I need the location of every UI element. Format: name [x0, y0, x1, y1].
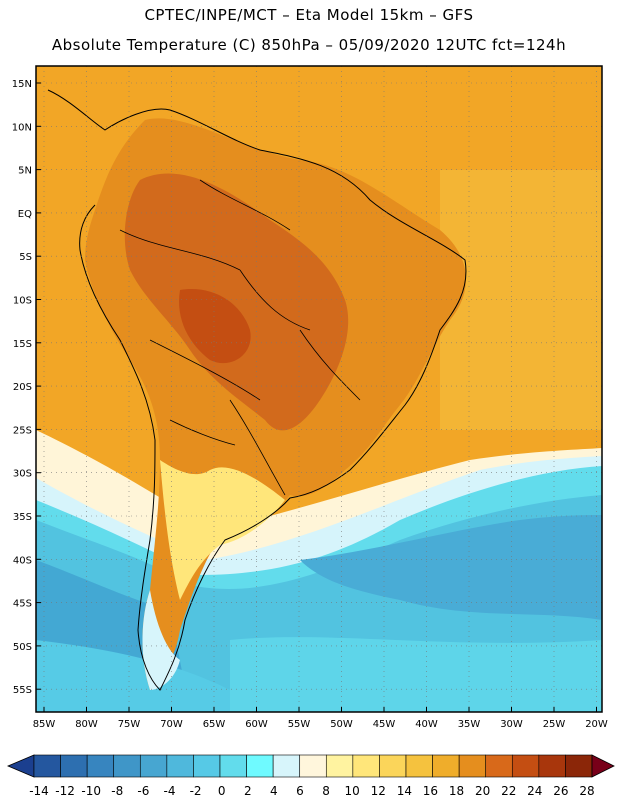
colorbar-label: 28 — [579, 784, 594, 798]
field-band-southeast — [230, 637, 602, 712]
colorbar-swatch — [60, 754, 88, 778]
lat-label: 45S — [13, 599, 32, 610]
colorbar-swatch — [193, 754, 221, 778]
lat-label: 5S — [19, 252, 32, 263]
lat-label: 10N — [12, 122, 32, 133]
lon-label: 75W — [118, 719, 141, 730]
colorbar-swatch — [458, 754, 487, 778]
field-band-south — [36, 640, 230, 712]
colorbar-label: -14 — [29, 784, 49, 798]
lat-label: 15N — [12, 79, 32, 90]
colorbar-arrow-right — [591, 754, 615, 778]
colorbar-swatch — [511, 754, 540, 778]
colorbar-arrow-left — [6, 754, 35, 778]
colorbar-swatch — [299, 754, 327, 778]
colorbar-swatches — [6, 754, 615, 778]
lon-label: 20W — [585, 719, 608, 730]
colorbar-label: -10 — [81, 784, 101, 798]
colorbar-label: 12 — [371, 784, 386, 798]
colorbar-label: 8 — [322, 784, 330, 798]
colorbar-label: 16 — [423, 784, 438, 798]
lat-label: EQ — [18, 209, 32, 220]
colorbar-swatch — [113, 754, 141, 778]
colorbar-labels: -14 -12 -10 -8 -6 -4 -2 0 2 4 6 8 10 12 14 16 18 20 22 24 26… — [29, 784, 594, 798]
longitude-labels: 85W 80W 75W 70W 65W 60W 55W 50W 45W 40W 35W 30W 25W 2… — [33, 707, 608, 730]
map-frame — [35, 65, 603, 713]
lat-label: 40S — [13, 555, 32, 566]
field-ocean-warm — [440, 170, 602, 430]
colorbar-swatch — [538, 754, 566, 778]
colorbar-swatch — [405, 754, 433, 778]
temperature-field — [36, 66, 602, 712]
colorbar-swatch — [432, 754, 460, 778]
lat-label: 30S — [13, 469, 32, 480]
colorbar-swatch — [565, 754, 593, 778]
colorbar-swatch — [139, 754, 168, 778]
continent-hot — [124, 173, 349, 431]
colorbar-swatch — [86, 754, 115, 778]
lat-label: 20S — [13, 382, 32, 393]
colorbar-swatch — [219, 754, 247, 778]
lat-label: 25S — [13, 425, 32, 436]
colorbar-label: -6 — [137, 784, 149, 798]
continent-southern-cool — [160, 460, 285, 600]
lon-label: 45W — [373, 719, 396, 730]
colorbar-label: 26 — [553, 784, 568, 798]
colorbar-label: 10 — [345, 784, 360, 798]
lon-label: 65W — [203, 719, 226, 730]
colorbar-swatch — [166, 754, 194, 778]
lat-label: 35S — [13, 512, 32, 523]
colorbar-label: -2 — [190, 784, 202, 798]
lon-label: 70W — [160, 719, 183, 730]
colorbar-swatch — [272, 754, 301, 778]
lon-label: 85W — [33, 719, 56, 730]
lon-label: 25W — [543, 719, 566, 730]
continent-hottest — [179, 289, 251, 364]
lon-label: 30W — [500, 719, 523, 730]
colorbar-label: 20 — [475, 784, 490, 798]
lat-label: 5N — [18, 166, 32, 177]
colorbar-label: -8 — [111, 784, 123, 798]
colorbar-label: 22 — [501, 784, 516, 798]
colorbar-label: -12 — [55, 784, 75, 798]
colorbar-label: 2 — [244, 784, 252, 798]
coastline — [47, 89, 467, 691]
lon-label: 60W — [245, 719, 268, 730]
lon-label: 40W — [415, 719, 438, 730]
lon-label: 80W — [75, 719, 98, 730]
colorbar-label: 14 — [397, 784, 412, 798]
colorbar-label: 24 — [527, 784, 542, 798]
lat-label: 50S — [13, 642, 32, 653]
lon-label: 55W — [288, 719, 311, 730]
lat-label: 55S — [13, 685, 32, 696]
colorbar-swatch — [485, 754, 513, 778]
field-band-east-cold — [300, 515, 602, 620]
colorbar-label: 0 — [218, 784, 226, 798]
colorbar-swatch — [33, 754, 61, 778]
chart-subtitle: Absolute Temperature (C) 850hPa – 05/09/… — [51, 36, 567, 54]
lon-label: 50W — [330, 719, 353, 730]
colorbar-swatch — [246, 754, 274, 778]
colorbar-label: -4 — [163, 784, 175, 798]
lat-label: 15S — [13, 339, 32, 350]
colorbar-swatch — [325, 754, 354, 778]
chart-title: CPTEC/INPE/MCT – Eta Model 15km – GFS — [144, 6, 474, 24]
continent-patagonia — [142, 590, 180, 690]
latitude-labels: 15N 10N 5N EQ 5S 10S 15S 20S 25S 30S 35S 40S 45S 50S 5… — [12, 79, 41, 696]
colorbar-label: 18 — [449, 784, 464, 798]
colorbar-label: 4 — [270, 784, 278, 798]
lat-label: 10S — [13, 296, 32, 307]
country-borders — [119, 179, 361, 496]
colorbar-label: 6 — [296, 784, 304, 798]
lon-label: 35W — [458, 719, 481, 730]
colorbar-swatch — [379, 754, 407, 778]
colorbar-swatch — [352, 754, 380, 778]
